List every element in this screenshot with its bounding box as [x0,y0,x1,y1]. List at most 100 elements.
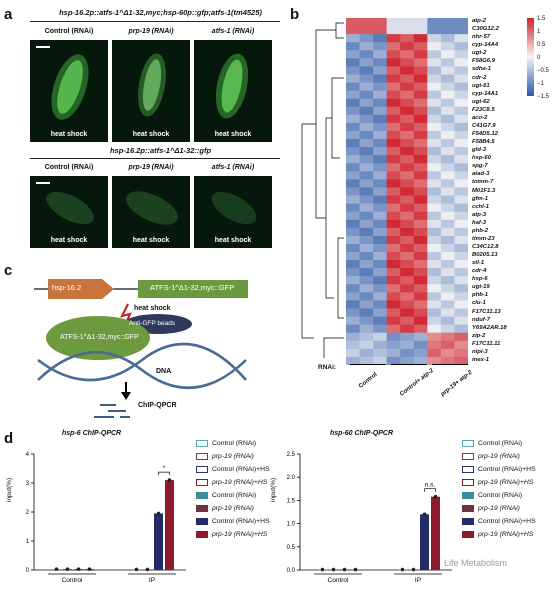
legend-swatch [196,505,208,512]
data-point [134,567,139,572]
heatmap-cell [413,179,428,188]
gene-label: timm-23 [472,235,495,242]
legend-swatch [462,440,474,447]
gene-label: cyp-14A1 [472,90,499,97]
heatmap-cell [346,98,360,108]
heatmap-cell [373,332,388,342]
dendrogram-branch [323,337,344,358]
gene-label: hsp-60 [472,155,491,162]
heatmap-cell [346,26,360,35]
heatmap-cell [346,147,360,156]
heatmap-cell [373,276,388,285]
heatmap-cell [427,340,442,350]
worm-image [211,191,257,225]
heatmap-cell [440,292,455,301]
heatmap-cell [440,147,455,156]
heatmap-cell [440,195,455,205]
heatmap-cell [400,260,415,269]
y-tick-label: 1.5 [287,498,296,504]
legend-item: Control (RNAi)+HS [462,518,536,525]
gene-label: atad-3 [472,171,490,178]
gene-label: gfm-1 [472,195,489,202]
legend-item: Control (RNAi) [462,492,522,499]
heatmap-cell [400,292,415,301]
legend-swatch [462,479,474,486]
heatmap-cell [359,179,374,188]
heatmap-cell [373,155,388,164]
gene-label: F23C8.5 [472,106,495,113]
heatmap-cell [359,356,374,365]
heatmap-cell [346,139,360,148]
heatmap-cell [373,98,388,108]
group-label: prp-19+ atp-2 [440,369,474,398]
condition-label: Control (RNAi) [44,28,94,35]
heatmap-cell [413,260,428,269]
heatmap-cell [440,348,455,358]
bar [431,496,440,570]
heatmap-cell [413,187,428,196]
heatmap-cell [413,316,428,326]
heatmap-cell [400,227,415,237]
legend-item: prp-19 (RNAi) [462,453,520,460]
heatmap-cell [400,195,415,205]
heatmap-cell [346,82,360,92]
y-tick-label: 2.5 [287,452,296,458]
heatmap-cell [373,114,388,124]
scale-tick-label: 0 [537,55,541,61]
heatmap-cell [359,211,374,221]
heatmap-cell [346,340,360,350]
heat-shock-label: heat shock [134,305,171,312]
legend-label: Control (RNAi) [478,492,523,499]
heatmap-cell [346,324,360,334]
heatmap-cell [373,243,388,253]
heatmap-cell [413,268,428,277]
heatmap-cell [400,340,415,350]
legend-label: prp-19 (RNAi)+HS [478,479,534,486]
heatmap-cell [386,211,401,221]
heatmap-cell [359,300,374,309]
heatmap-cell [386,147,401,156]
data-point [422,512,427,517]
legend-label: prp-19 (RNAi)+HS [478,531,534,538]
heatmap-cell [427,348,442,358]
heatmap-cell [440,106,455,116]
heatmap-cell [373,50,388,59]
heatmap-cell [386,98,401,108]
heatmap-cell [454,252,468,261]
heatmap-cell [359,82,374,92]
heatmap-cell [346,106,360,116]
heatmap-cell [359,66,374,75]
gene-label: gld-3 [472,147,487,154]
heatmap-cell [413,324,428,334]
construct-label: ATFS-1^Δ1-32,myc::GFP [150,283,235,292]
gene-label: ugt-19 [472,284,490,291]
heat-shock-caption: heat shock [50,131,88,138]
heatmap-cell [386,292,401,301]
heatmap-cell [400,66,415,75]
heatmap-cell [373,300,388,309]
heatmap-cell [427,260,442,269]
heatmap-cell [454,179,468,188]
heatmap-cell [440,139,455,148]
heatmap-cell [454,227,468,237]
heatmap-cell [427,276,442,285]
heatmap-cell [427,203,442,213]
heatmap-cell [346,163,360,172]
heatmap-cell [346,235,360,245]
heatmap-cell [373,82,388,92]
heatmap-cell [413,340,428,350]
scale-tick-label: −1.5 [537,94,549,100]
heatmap-cell [346,300,360,309]
gene-label: phb-1 [472,292,489,299]
heatmap-cell [454,163,468,172]
heatmap-cell [400,300,415,309]
heatmap-cell [454,268,468,277]
y-tick-label: 2.0 [287,475,296,481]
gene-label: cdr-2 [472,74,487,81]
heatmap-cell [400,179,415,188]
heatmap-cell [373,58,388,67]
heatmap-cell [427,300,442,309]
heatmap-cell [373,42,388,51]
gene-label: B0205.13 [472,252,498,259]
y-tick-label: 3 [26,481,30,487]
